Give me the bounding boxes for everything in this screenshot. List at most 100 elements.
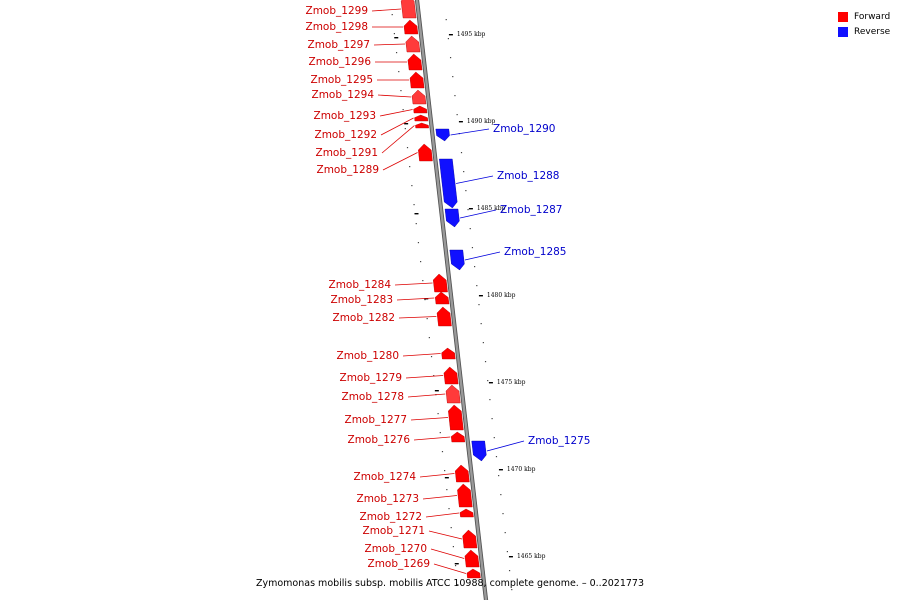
gene-label-zmob_1278[interactable]: Zmob_1278 [342, 391, 404, 403]
gene-label-zmob_1296[interactable]: Zmob_1296 [309, 56, 372, 68]
major-tick-left [444, 477, 449, 479]
gene-arrow-zmob_1284[interactable] [432, 273, 448, 293]
gene-arrow-zmob_1297[interactable] [405, 35, 421, 53]
minor-tick [411, 185, 413, 187]
major-tick [458, 121, 463, 123]
gene-leader-line [381, 125, 415, 154]
major-tick [488, 382, 493, 384]
gene-arrow-zmob_1295[interactable] [409, 71, 425, 89]
minor-tick [452, 546, 454, 548]
minor-tick [506, 551, 508, 553]
gene-label-zmob_1280[interactable]: Zmob_1280 [337, 350, 399, 362]
gene-label-zmob_1276[interactable]: Zmob_1276 [348, 434, 411, 446]
gene-label-zmob_1292[interactable]: Zmob_1292 [315, 129, 377, 141]
minor-tick [426, 318, 428, 320]
gene-label-zmob_1269[interactable]: Zmob_1269 [368, 558, 430, 570]
minor-tick [511, 589, 513, 591]
gene-label-zmob_1274[interactable]: Zmob_1274 [354, 471, 417, 483]
scale-label: 1495 kbp [457, 31, 486, 38]
gene-label-zmob_1277[interactable]: Zmob_1277 [345, 414, 407, 426]
minor-tick [508, 570, 511, 572]
gene-label-zmob_1272[interactable]: Zmob_1272 [360, 511, 422, 523]
gene-leader-line [407, 393, 446, 398]
gene-arrow-zmob_1277[interactable] [448, 404, 464, 431]
gene-arrow-zmob_1285[interactable] [449, 249, 465, 271]
gene-label-zmob_1275[interactable]: Zmob_1275 [528, 435, 590, 447]
gene-arrow-zmob_1275[interactable] [471, 440, 487, 462]
gene-label-zmob_1291[interactable]: Zmob_1291 [316, 147, 378, 159]
gene-label-zmob_1297[interactable]: Zmob_1297 [308, 39, 370, 51]
gene-arrow-zmob_1291[interactable] [415, 122, 429, 129]
scale-label: 1490 kbp [467, 118, 496, 125]
gene-arrow-zmob_1279[interactable] [443, 366, 459, 385]
gene-arrow-zmob_1276[interactable] [450, 431, 466, 443]
scale-label: 1470 kbp [507, 466, 536, 473]
gene-leader-line [394, 282, 433, 286]
minor-tick [446, 489, 448, 491]
gene-label-zmob_1294[interactable]: Zmob_1294 [312, 89, 375, 101]
legend-label-forward: Forward [854, 11, 891, 22]
scale-label: 1485 kbp [477, 205, 506, 212]
minor-tick [433, 375, 435, 377]
gene-arrow-zmob_1292[interactable] [414, 114, 429, 122]
minor-tick [450, 527, 452, 529]
minor-tick [452, 76, 454, 78]
gene-arrow-zmob_1299[interactable] [400, 0, 417, 19]
gene-arrow-zmob_1280[interactable] [441, 347, 456, 360]
gene-label-zmob_1279[interactable]: Zmob_1279 [340, 372, 402, 384]
gene-label-zmob_1295[interactable]: Zmob_1295 [311, 74, 373, 86]
gene-arrow-zmob_1290[interactable] [435, 128, 450, 142]
gene-arrow-zmob_1298[interactable] [403, 19, 419, 35]
gene-arrow-zmob_1272[interactable] [459, 508, 474, 518]
gene-label-zmob_1285[interactable]: Zmob_1285 [504, 246, 566, 258]
gene-label-zmob_1299[interactable]: Zmob_1299 [306, 5, 368, 17]
gene-label-zmob_1290[interactable]: Zmob_1290 [493, 123, 555, 135]
gene-arrow-zmob_1283[interactable] [434, 291, 450, 305]
minor-tick [406, 147, 409, 149]
gene-arrow-zmob_1287[interactable] [444, 208, 460, 228]
gene-arrow-zmob_1270[interactable] [464, 549, 480, 568]
gene-label-zmob_1282[interactable]: Zmob_1282 [333, 312, 395, 324]
gene-label-zmob_1270[interactable]: Zmob_1270 [365, 543, 427, 555]
gene-arrow-zmob_1294[interactable] [411, 89, 427, 105]
minor-tick [484, 361, 487, 363]
gene-label-zmob_1298[interactable]: Zmob_1298 [306, 21, 368, 33]
backbone-line-inner [415, 0, 488, 600]
minor-tick [439, 432, 441, 434]
gene-leader-line [405, 375, 444, 379]
gene-label-zmob_1293[interactable]: Zmob_1293 [314, 110, 376, 122]
reverse-swatch [838, 26, 848, 37]
gene-arrow-zmob_1271[interactable] [462, 529, 478, 549]
gene-arrow-zmob_1269[interactable] [466, 568, 481, 579]
minor-tick [487, 380, 489, 382]
minor-tick [393, 33, 395, 35]
gene-arrow-zmob_1274[interactable] [454, 464, 470, 483]
gene-arrow-zmob_1273[interactable] [457, 483, 473, 508]
legend: Forward Reverse [838, 9, 890, 39]
gene-label-zmob_1273[interactable]: Zmob_1273 [357, 493, 419, 505]
minor-tick [502, 513, 504, 515]
gene-label-zmob_1288[interactable]: Zmob_1288 [497, 170, 559, 182]
minor-tick [420, 261, 422, 263]
gene-leader-line [419, 473, 455, 478]
minor-tick [413, 204, 415, 206]
minor-tick [430, 356, 433, 358]
gene-label-zmob_1284[interactable]: Zmob_1284 [329, 279, 392, 291]
gene-arrow-zmob_1288[interactable] [439, 158, 458, 209]
gene-label-zmob_1271[interactable]: Zmob_1271 [363, 525, 425, 537]
gene-arrow-zmob_1296[interactable] [407, 53, 423, 71]
minor-tick [415, 223, 417, 225]
legend-item-reverse: Reverse [838, 24, 890, 39]
major-tick [498, 469, 503, 471]
gene-label-zmob_1289[interactable]: Zmob_1289 [317, 164, 379, 176]
gene-arrow-zmob_1282[interactable] [436, 306, 452, 327]
gene-label-zmob_1283[interactable]: Zmob_1283 [331, 294, 393, 306]
gene-label-zmob_1287[interactable]: Zmob_1287 [500, 204, 562, 216]
gene-arrow-zmob_1293[interactable] [413, 105, 428, 114]
minor-tick [457, 584, 459, 586]
gene-leader-line [373, 43, 406, 46]
gene-arrow-zmob_1278[interactable] [445, 384, 461, 404]
gene-arrow-zmob_1289[interactable] [418, 143, 433, 162]
gene-leader-line [430, 548, 465, 559]
